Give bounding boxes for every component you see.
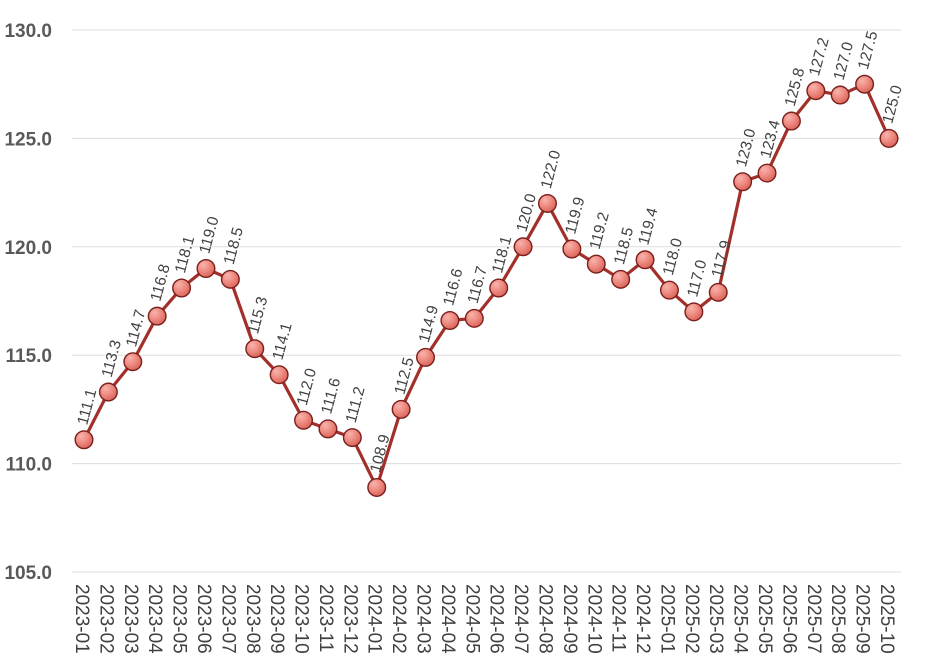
svg-text:2023-09: 2023-09 <box>266 584 287 654</box>
svg-text:122.0: 122.0 <box>538 148 565 190</box>
svg-text:2023-01: 2023-01 <box>71 584 92 654</box>
svg-text:119.0: 119.0 <box>196 214 222 255</box>
svg-text:111.1: 111.1 <box>74 387 100 427</box>
svg-text:127.2: 127.2 <box>806 36 832 78</box>
svg-text:113.3: 113.3 <box>99 338 125 379</box>
svg-text:2023-03: 2023-03 <box>120 584 141 654</box>
svg-text:2024-04: 2024-04 <box>437 584 458 654</box>
svg-text:123.4: 123.4 <box>757 118 784 160</box>
svg-text:118.0: 118.0 <box>660 236 686 277</box>
svg-text:2024-08: 2024-08 <box>534 584 555 654</box>
svg-text:112.0: 112.0 <box>294 366 320 407</box>
svg-text:125.0: 125.0 <box>4 129 52 150</box>
svg-text:130.0: 130.0 <box>4 21 52 42</box>
svg-text:117.9: 117.9 <box>709 239 735 280</box>
svg-text:119.2: 119.2 <box>587 210 613 251</box>
svg-text:2023-05: 2023-05 <box>169 584 190 654</box>
svg-text:116.6: 116.6 <box>440 267 466 308</box>
svg-text:123.0: 123.0 <box>733 127 760 169</box>
svg-text:2025-10: 2025-10 <box>876 584 897 654</box>
svg-text:2025-03: 2025-03 <box>705 584 726 654</box>
svg-text:125.8: 125.8 <box>782 66 808 108</box>
svg-text:116.8: 116.8 <box>148 262 174 303</box>
svg-text:118.5: 118.5 <box>611 226 637 267</box>
svg-text:2023-04: 2023-04 <box>144 584 165 654</box>
svg-text:2025-09: 2025-09 <box>852 584 873 654</box>
svg-text:111.2: 111.2 <box>343 385 369 425</box>
svg-text:111.6: 111.6 <box>318 376 344 416</box>
svg-text:2023-07: 2023-07 <box>217 584 238 654</box>
svg-text:2023-10: 2023-10 <box>291 584 312 654</box>
svg-text:2024-07: 2024-07 <box>510 584 531 654</box>
svg-text:110.0: 110.0 <box>6 455 53 476</box>
svg-text:115.3: 115.3 <box>245 295 271 336</box>
svg-text:118.1: 118.1 <box>172 234 198 275</box>
svg-text:2024-05: 2024-05 <box>461 584 482 654</box>
svg-text:2025-01: 2025-01 <box>656 584 677 654</box>
svg-text:2024-09: 2024-09 <box>559 584 580 654</box>
svg-text:2023-12: 2023-12 <box>339 584 360 654</box>
svg-text:2024-01: 2024-01 <box>364 584 385 654</box>
svg-text:127.5: 127.5 <box>855 29 881 71</box>
svg-text:2023-06: 2023-06 <box>193 584 214 654</box>
svg-text:120.0: 120.0 <box>514 192 541 234</box>
svg-text:2024-10: 2024-10 <box>583 584 604 654</box>
svg-text:2024-11: 2024-11 <box>608 584 629 652</box>
svg-text:119.4: 119.4 <box>636 206 662 247</box>
svg-text:105.0: 105.0 <box>4 563 52 584</box>
svg-text:2024-02: 2024-02 <box>388 584 409 654</box>
svg-text:2025-06: 2025-06 <box>778 584 799 654</box>
svg-text:125.0: 125.0 <box>879 83 906 125</box>
svg-text:2023-08: 2023-08 <box>242 584 263 654</box>
svg-text:114.7: 114.7 <box>123 308 149 349</box>
svg-text:117.0: 117.0 <box>684 258 710 299</box>
svg-text:2025-08: 2025-08 <box>827 584 848 654</box>
svg-text:119.9: 119.9 <box>562 195 588 236</box>
svg-text:2024-12: 2024-12 <box>632 584 653 654</box>
svg-text:2025-02: 2025-02 <box>681 584 702 654</box>
svg-text:2024-06: 2024-06 <box>486 584 507 654</box>
svg-text:112.5: 112.5 <box>392 356 418 397</box>
svg-text:2023-11: 2023-11 <box>315 584 336 652</box>
svg-text:2025-07: 2025-07 <box>803 584 824 654</box>
svg-text:2025-04: 2025-04 <box>730 584 751 654</box>
svg-text:127.0: 127.0 <box>831 40 858 82</box>
svg-text:116.7: 116.7 <box>465 265 491 306</box>
svg-text:115.0: 115.0 <box>6 346 53 367</box>
svg-text:2023-02: 2023-02 <box>95 584 116 654</box>
svg-text:2025-05: 2025-05 <box>754 584 775 654</box>
svg-text:120.0: 120.0 <box>4 238 52 259</box>
svg-text:2024-03: 2024-03 <box>413 584 434 654</box>
svg-text:118.5: 118.5 <box>221 226 247 267</box>
svg-text:108.9: 108.9 <box>367 433 393 475</box>
